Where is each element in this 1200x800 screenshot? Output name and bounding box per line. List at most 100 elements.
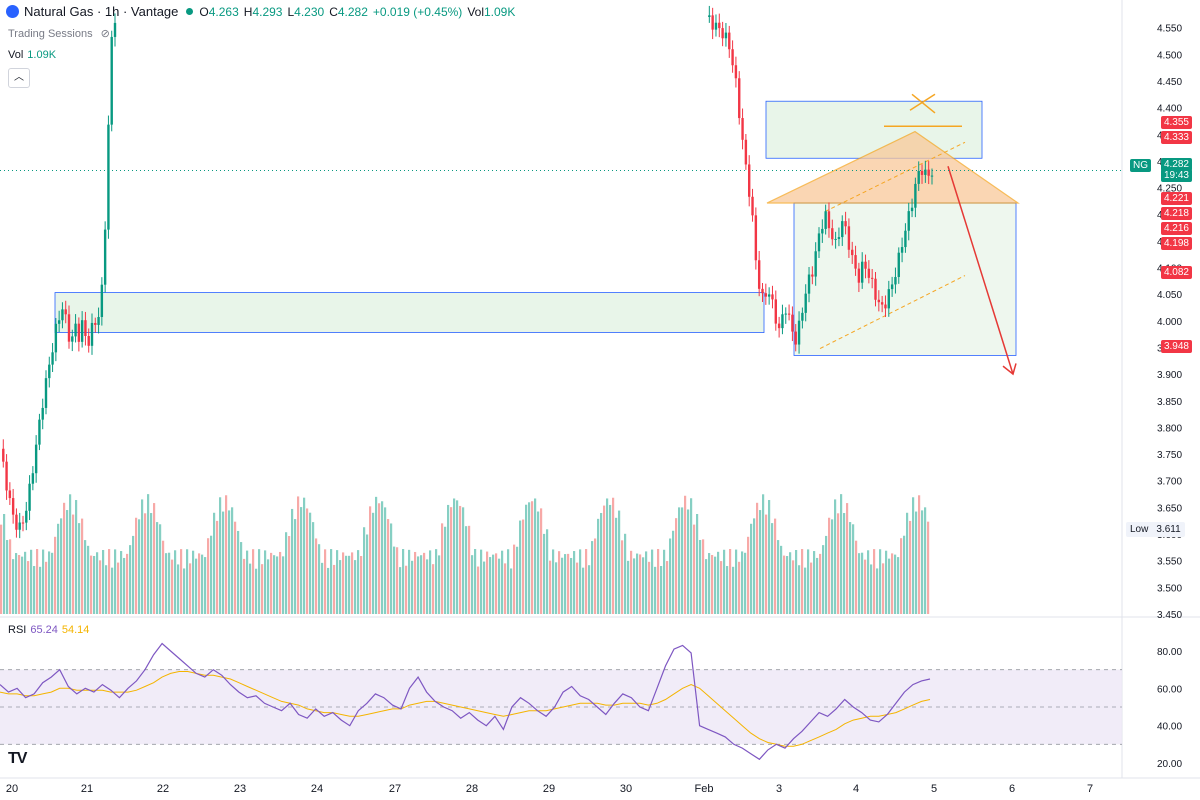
volume-bar: [402, 549, 405, 614]
volume-bar: [600, 512, 603, 614]
candle-body: [870, 277, 874, 279]
price-label-4333: 4.333: [1160, 131, 1192, 144]
candle-body: [867, 268, 871, 278]
volume-bar: [408, 549, 411, 614]
volume-bar: [579, 549, 582, 614]
rsi-axis-tick: 60.00: [1157, 684, 1182, 695]
volume-bar: [243, 558, 246, 614]
symbol-title[interactable]: Natural Gas · 1h · Vantage: [24, 4, 179, 19]
candle-body: [74, 323, 77, 337]
volume-bar: [255, 568, 258, 614]
candle-body: [844, 221, 847, 227]
candle-body: [930, 175, 934, 177]
volume-bar: [378, 503, 381, 614]
volume-bar: [804, 567, 807, 614]
candle-body: [728, 32, 731, 50]
arrow-head-icon: [1002, 363, 1017, 376]
candle-body: [721, 28, 724, 39]
volume-bar: [639, 554, 642, 614]
volume-bar: [534, 498, 537, 614]
volume-bar: [495, 553, 498, 614]
candle-body: [791, 314, 794, 332]
volume-bar: [240, 542, 243, 614]
volume-bar: [651, 549, 654, 614]
channel-upper: [824, 141, 966, 213]
volume-bar: [885, 550, 888, 614]
volume-bar: [855, 540, 858, 614]
chevron-up-icon[interactable]: ︿: [8, 68, 30, 88]
candle-body: [824, 211, 827, 229]
volume-bar: [132, 535, 135, 614]
price-label-4198: 4.198: [1160, 237, 1192, 250]
volume-bar: [102, 550, 105, 614]
price-label-4082: 4.082: [1160, 266, 1192, 279]
volume-bar: [531, 501, 534, 614]
eye-hidden-icon[interactable]: ⊘: [100, 28, 110, 40]
volume-bar: [807, 549, 810, 614]
volume-bar: [576, 562, 579, 614]
volume-bar: [594, 538, 597, 614]
price-label-3948: 3.948: [1160, 340, 1192, 353]
volume-bar: [3, 514, 6, 614]
volume-bar: [750, 523, 753, 614]
volume-bar: [669, 538, 672, 614]
volume-bar: [453, 498, 456, 614]
volume-bar: [123, 557, 126, 614]
volume-bar: [237, 530, 240, 614]
price-axis-tick: 3.450: [1157, 610, 1182, 621]
candle-body: [851, 249, 854, 256]
volume-bar: [558, 551, 561, 614]
candle-body: [711, 15, 714, 30]
rsi-axis-tick: 40.00: [1157, 722, 1182, 733]
volume-bar: [423, 552, 426, 614]
candle-body: [38, 419, 41, 445]
volume-bar: [294, 519, 297, 614]
volume-bar: [675, 518, 678, 614]
candle-body: [731, 49, 734, 66]
volume-bar: [699, 540, 702, 614]
volume-bar: [483, 561, 486, 614]
volume-bar: [684, 495, 687, 614]
volume-bar: [900, 538, 903, 614]
volume-bar: [147, 494, 150, 614]
volume-bar: [174, 550, 177, 614]
volume-bar: [6, 540, 9, 614]
trading-sessions-indicator[interactable]: Trading Sessions ⊘: [8, 27, 110, 41]
tradingview-logo[interactable]: TV: [8, 750, 27, 767]
volume-bar: [336, 550, 339, 614]
volume-indicator-legend[interactable]: Vol 1.09K: [8, 49, 56, 61]
price-axis-tick: 4.000: [1157, 317, 1182, 328]
candle-body: [781, 314, 784, 329]
volume-bar: [288, 536, 291, 614]
candle-body: [77, 323, 81, 342]
volume-bar: [771, 523, 774, 614]
volume-bar: [246, 550, 249, 614]
volume-bar: [261, 564, 264, 614]
candle-body: [84, 320, 87, 336]
volume-bar: [843, 513, 846, 614]
volume-bar: [66, 510, 69, 614]
volume-bar: [546, 529, 549, 614]
price-axis-tick: 4.500: [1157, 50, 1182, 61]
volume-bar: [18, 555, 21, 614]
rsi-axis-tick: 20.00: [1157, 759, 1182, 770]
candle-body: [761, 288, 764, 294]
time-axis-label: 22: [157, 783, 169, 795]
candle-body: [811, 274, 814, 277]
candle-body: [94, 322, 97, 325]
rsi-legend[interactable]: RSI 65.24 54.14: [8, 624, 89, 636]
volume-bar: [168, 552, 171, 614]
volume-bar: [81, 518, 84, 614]
volume-bar: [297, 496, 300, 614]
forecast-arrow: [947, 166, 1014, 375]
volume-bar: [672, 530, 675, 614]
time-axis-label: 24: [311, 783, 323, 795]
volume-bar: [591, 541, 594, 614]
volume-bar: [63, 502, 66, 614]
candle-body: [814, 251, 817, 277]
candle-body: [920, 170, 924, 175]
volume-bar: [549, 560, 552, 614]
candle-body: [847, 226, 851, 250]
candle-body: [734, 65, 738, 79]
